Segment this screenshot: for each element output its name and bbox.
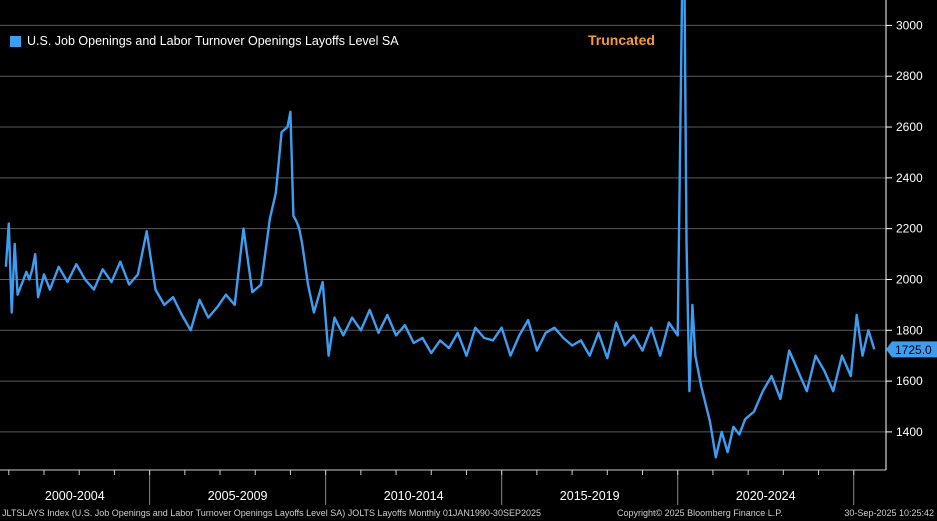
legend-label: U.S. Job Openings and Labor Turnover Ope… <box>27 34 399 48</box>
y-tick-label: 2400 <box>896 171 923 185</box>
x-tick-label: 2015-2019 <box>560 489 620 503</box>
y-tick-label: 2000 <box>896 272 923 286</box>
y-tick-label: 2800 <box>896 69 923 83</box>
legend-swatch <box>10 35 21 47</box>
footer-index-description: JLTSLAYS Index (U.S. Job Openings and La… <box>2 508 541 518</box>
x-tick-label: 2020-2024 <box>736 489 796 503</box>
chart-legend: U.S. Job Openings and Labor Turnover Ope… <box>4 28 407 54</box>
footer-copyright: Copyright© 2025 Bloomberg Finance L.P. <box>617 508 783 518</box>
last-value-tag <box>886 341 937 358</box>
y-tick-label: 1600 <box>896 374 923 388</box>
truncated-annotation: Truncated <box>588 32 655 48</box>
footer-bar: JLTSLAYS Index (U.S. Job Openings and La… <box>0 507 937 521</box>
x-tick-label: 2000-2004 <box>45 489 105 503</box>
last-value-label: 1725.0 <box>895 343 932 357</box>
y-tick-label: 2200 <box>896 222 923 236</box>
x-tick-label: 2010-2014 <box>384 489 444 503</box>
y-tick-label: 3000 <box>896 18 923 32</box>
x-tick-label: 2005-2009 <box>208 489 268 503</box>
y-tick-label: 2600 <box>896 120 923 134</box>
y-tick-label: 1800 <box>896 323 923 337</box>
y-tick-label: 1400 <box>896 425 923 439</box>
footer-timestamp: 30-Sep-2025 10:25:42 <box>844 508 934 518</box>
series-line <box>4 0 876 459</box>
